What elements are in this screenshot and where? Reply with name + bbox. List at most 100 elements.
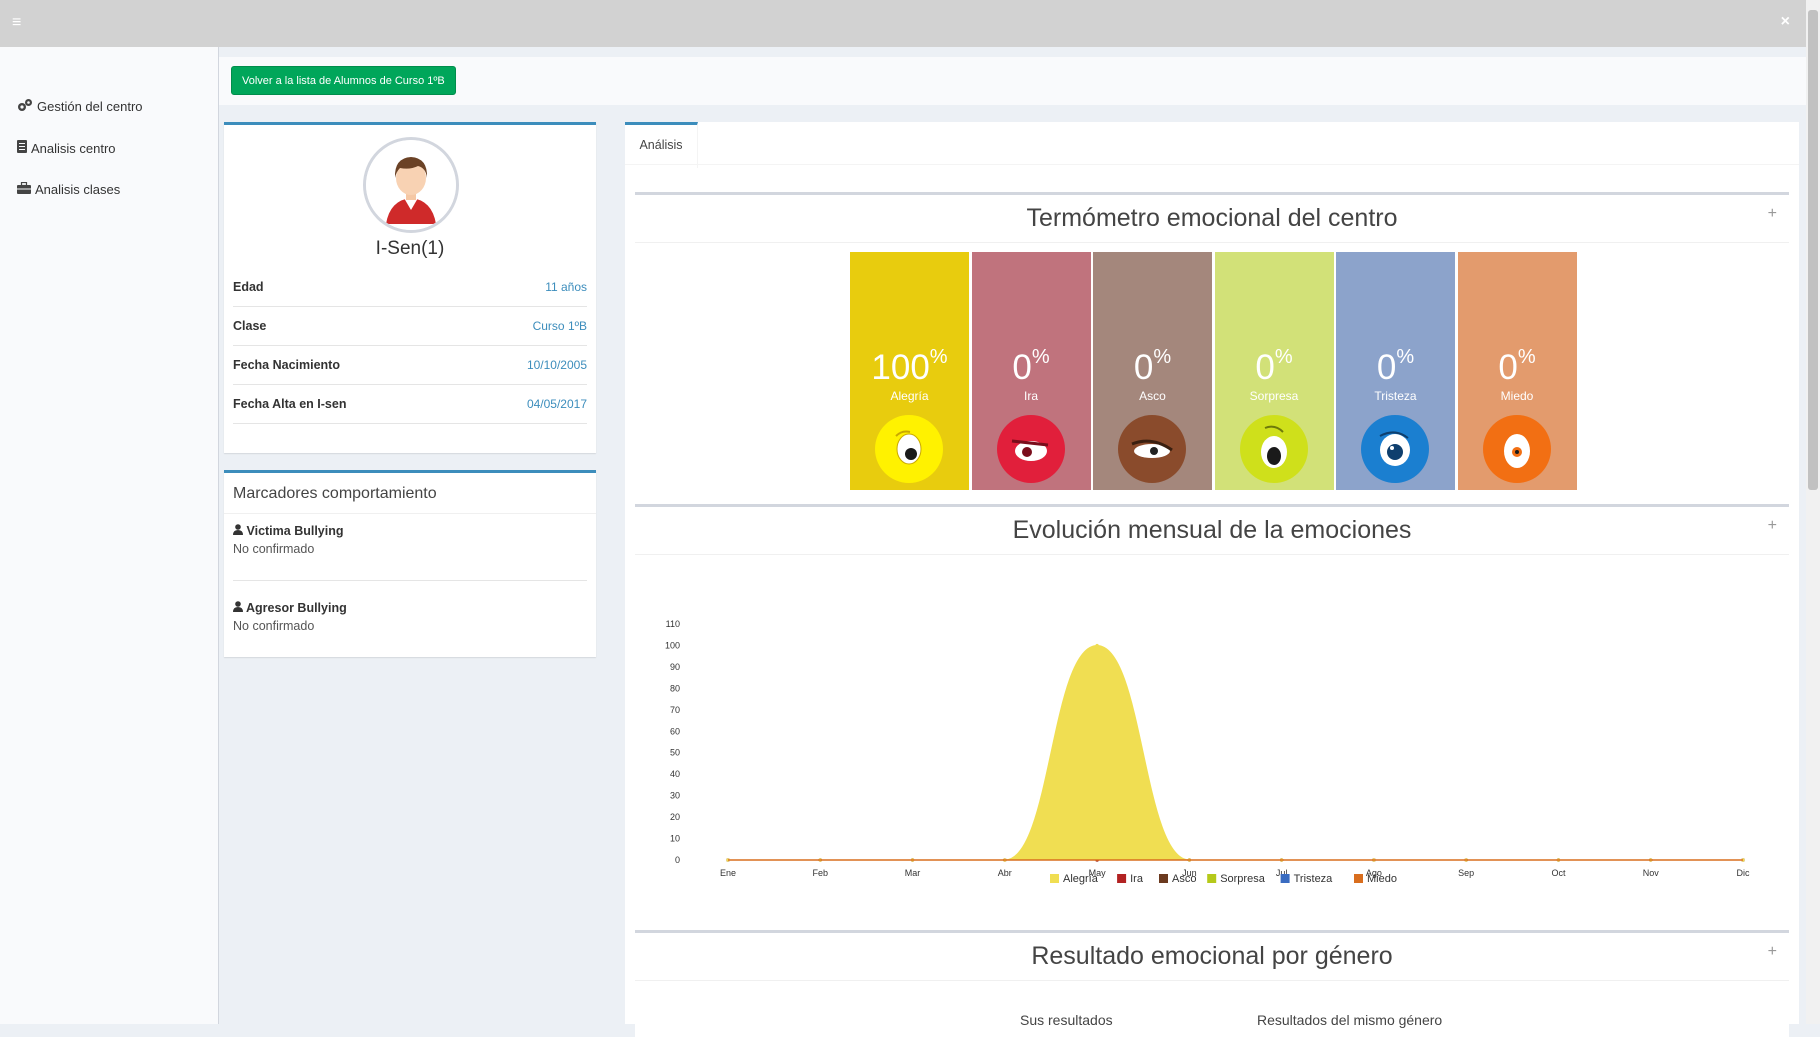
info-row-clase: Clase Curso 1ºB: [233, 307, 587, 346]
legend-label[interactable]: Miedo: [1367, 873, 1397, 885]
sidebar-item-label: Analisis clases: [35, 182, 121, 197]
x-tick-label: May: [1089, 868, 1107, 878]
legend-label[interactable]: Alegría: [1063, 873, 1099, 885]
gender-col-same-gender: Resultados del mismo género: [1257, 1012, 1443, 1028]
thermometer-unit: %: [1396, 346, 1415, 368]
thermometer-label: Sorpresa: [1249, 389, 1299, 403]
emotion-face-icon: [874, 414, 944, 484]
evolution-chart: 0 10 20 30 40 50 60 70 80 90 100 110 Ene Feb Mar Abr May…: [665, 619, 1750, 885]
y-tick-label: 100: [665, 640, 680, 650]
marker-victima-bullying: Victima Bullying No confirmado: [233, 524, 587, 556]
y-tick-label: 70: [670, 705, 680, 715]
info-row-edad: Edad 11 años: [233, 268, 587, 307]
marker-status: No confirmado: [233, 619, 315, 633]
top-navbar: ≡ ×: [0, 0, 1806, 47]
gender-panel: Resultado emocional por género + Sus res…: [635, 930, 1789, 1028]
thermometer-unit: %: [1153, 346, 1172, 368]
x-tick-label: Abr: [998, 868, 1012, 878]
y-tick-label: 20: [670, 812, 680, 822]
close-icon[interactable]: ×: [1780, 13, 1790, 30]
back-to-students-button[interactable]: Volver a la lista de Alumnos de Curso 1º…: [231, 66, 456, 95]
y-tick-label: 80: [670, 683, 680, 693]
info-value: 04/05/2017: [526, 397, 587, 411]
emotion-face-icon: [1360, 414, 1430, 484]
y-tick-label: 50: [670, 748, 680, 758]
thermometer-value: 100%: [871, 346, 948, 387]
emotion-face-icon: [1117, 414, 1187, 484]
x-tick-label: Ago: [1366, 868, 1382, 878]
briefcase-icon: [17, 181, 31, 197]
sidebar-item-analisis-clases[interactable]: Analisis clases: [17, 181, 121, 197]
data-point: [1095, 643, 1099, 648]
expand-plus-icon[interactable]: +: [1767, 517, 1777, 534]
y-tick-label: 10: [670, 834, 680, 844]
series-area-alegría: [728, 644, 1743, 861]
tab-analisis[interactable]: Análisis: [625, 122, 698, 168]
emotion-face-icon: [1239, 414, 1309, 484]
y-tick-label: 30: [670, 791, 680, 801]
x-tick-label: Ene: [720, 868, 736, 878]
legend-swatch: [1354, 874, 1363, 883]
thermometer-unit: %: [1031, 346, 1050, 368]
sidebar: Gestión del centro Analisis centro Anali…: [0, 47, 219, 1024]
thermometer-value: 0%: [1376, 346, 1415, 387]
page-scrollbar[interactable]: [1806, 0, 1820, 1024]
thermometer-label: Miedo: [1500, 389, 1534, 403]
y-tick-label: 0: [675, 855, 680, 865]
thermometer-label: Ira: [1023, 389, 1038, 403]
info-label: Fecha Alta en I-sen: [233, 397, 347, 411]
thermometer-column-sorpresa: 0% Sorpresa: [1214, 252, 1334, 490]
legend-swatch: [1280, 874, 1290, 883]
x-tick-label: Sep: [1458, 868, 1474, 878]
thermometer-value: 0%: [1255, 346, 1293, 387]
menu-toggle-icon[interactable]: ≡: [12, 14, 22, 31]
gender-col-own-results: Sus resultados: [1020, 1012, 1113, 1028]
legend-swatch: [1159, 874, 1168, 883]
legend-label[interactable]: Asco: [1172, 873, 1196, 885]
thermometer-label: Asco: [1139, 389, 1166, 403]
thermometer-value: 0%: [1133, 346, 1172, 387]
sidebar-item-gestion-centro[interactable]: Gestión del centro: [17, 98, 143, 115]
x-tick-label: Jun: [1182, 868, 1197, 878]
marker-agresor-bullying: Agresor Bullying No confirmado: [233, 601, 587, 633]
user-icon: [233, 524, 246, 538]
thermometer-column-miedo: 0% Miedo: [1457, 252, 1577, 490]
sidebar-item-analisis-centro[interactable]: Analisis centro: [17, 140, 116, 156]
thermometer-title: Termómetro emocional del centro: [1026, 204, 1398, 232]
x-tick-label: Jul: [1276, 868, 1288, 878]
legend-label[interactable]: Ira: [1130, 873, 1144, 885]
y-tick-label: 40: [670, 769, 680, 779]
thermometer-panel: Termómetro emocional del centro +: [635, 192, 1789, 505]
info-value: Curso 1ºB: [532, 319, 587, 333]
expand-plus-icon[interactable]: +: [1767, 205, 1777, 222]
thermometer-unit: %: [929, 346, 948, 368]
emotion-face-icon: [996, 414, 1066, 484]
student-name: I-Sen(1): [375, 238, 445, 259]
content-header: Volver a la lista de Alumnos de Curso 1º…: [219, 57, 1806, 105]
x-tick-label: Oct: [1551, 868, 1566, 878]
y-tick-label: 60: [670, 726, 680, 736]
thermometer-column-asco: 0% Asco: [1093, 252, 1212, 490]
markers-title: Marcadores comportamiento: [233, 485, 437, 502]
cogs-icon: [17, 98, 33, 115]
info-label: Clase: [233, 319, 267, 333]
sidebar-item-label: Analisis centro: [31, 140, 116, 156]
legend-label[interactable]: Sorpresa: [1220, 873, 1266, 885]
thermometer-column-tristeza: 0% Tristeza: [1336, 252, 1455, 490]
scrollbar-thumb[interactable]: [1808, 10, 1818, 490]
info-label: Edad: [233, 280, 264, 294]
y-tick-label: 110: [666, 619, 680, 629]
marker-status: No confirmado: [233, 542, 315, 556]
thermometer-value: 0%: [1498, 346, 1536, 387]
legend-swatch: [1207, 874, 1217, 883]
thermometer-column-alegría: 100% Alegría: [850, 252, 969, 490]
x-tick-label: Feb: [813, 868, 829, 878]
expand-plus-icon[interactable]: +: [1767, 943, 1777, 960]
thermometer-unit: %: [1517, 346, 1536, 368]
x-tick-label: Dic: [1737, 868, 1750, 878]
gender-title: Resultado emocional por género: [1031, 942, 1393, 970]
thermometer-column-ira: 0% Ira: [971, 252, 1091, 490]
info-row-fecha-alta: Fecha Alta en I-sen 04/05/2017: [233, 385, 587, 424]
emotion-face-icon: [1482, 414, 1552, 484]
legend-label[interactable]: Tristeza: [1294, 873, 1334, 885]
